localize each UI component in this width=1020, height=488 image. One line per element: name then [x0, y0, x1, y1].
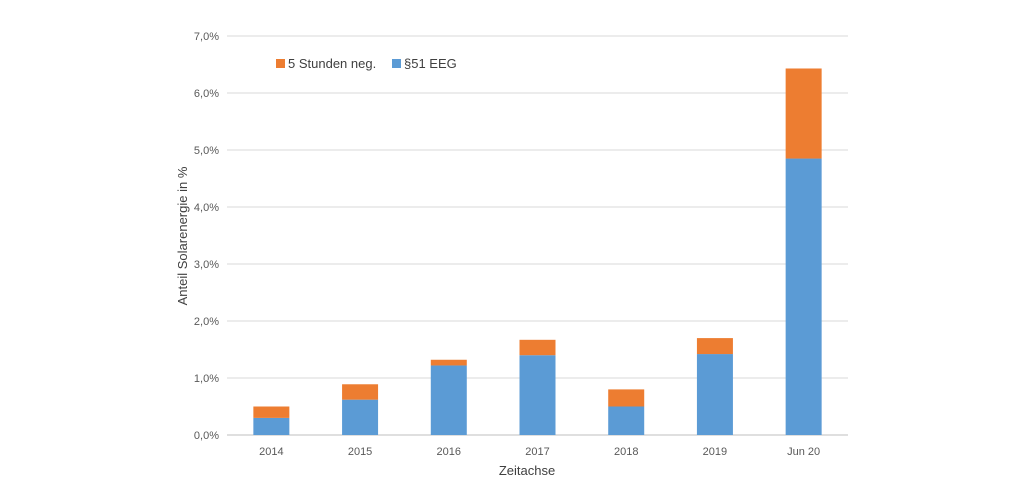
x-axis-title: Zeitachse: [499, 463, 555, 478]
legend: 5 Stunden neg. §51 EEG: [276, 56, 457, 71]
y-axis-ticks: 0,0% 1,0% 2,0% 3,0% 4,0% 5,0% 6,0% 7,0%: [194, 31, 219, 442]
legend-label-5-stunden-neg: 5 Stunden neg.: [288, 56, 376, 71]
bar-5-stunden-neg-2017: [519, 339, 556, 356]
x-axis-ticks: 2014 2015 2016 2017 2018 2019 Jun 20: [259, 446, 820, 458]
gridlines: [227, 35, 848, 436]
bar-5-stunden-neg-2018: [608, 389, 645, 407]
y-tick-label: 0,0%: [194, 430, 219, 442]
x-tick-label: 2015: [348, 446, 372, 458]
bars: [253, 68, 822, 436]
bar-51-eeg-2018: [608, 406, 645, 435]
legend-label-51-eeg: §51 EEG: [404, 56, 457, 71]
bar-51-eeg-2017: [519, 355, 556, 435]
x-tick-label: 2018: [614, 446, 638, 458]
y-tick-label: 7,0%: [194, 31, 219, 43]
bar-5-stunden-neg-jun-20: [785, 68, 822, 159]
bar-51-eeg-2015: [342, 399, 379, 435]
legend-swatch-51-eeg: [392, 59, 401, 68]
legend-swatch-5-stunden-neg: [276, 59, 285, 68]
y-tick-label: 4,0%: [194, 202, 219, 214]
bar-5-stunden-neg-2015: [342, 384, 379, 400]
x-tick-label: 2014: [259, 446, 283, 458]
x-tick-label: 2016: [437, 446, 461, 458]
y-tick-label: 6,0%: [194, 88, 219, 100]
bar-51-eeg-2014: [253, 417, 290, 435]
bar-5-stunden-neg-2016: [430, 359, 467, 366]
bar-51-eeg-2019: [696, 354, 733, 435]
bar-5-stunden-neg-2019: [696, 338, 733, 355]
bar-51-eeg-2016: [430, 365, 467, 435]
y-axis-title: Anteil Solarenergie in %: [175, 166, 190, 305]
x-tick-label: 2017: [525, 446, 549, 458]
y-tick-label: 1,0%: [194, 373, 219, 385]
y-tick-label: 5,0%: [194, 145, 219, 157]
bar-51-eeg-jun-20: [785, 158, 822, 436]
bar-5-stunden-neg-2014: [253, 406, 290, 418]
y-tick-label: 2,0%: [194, 316, 219, 328]
x-tick-label: 2019: [703, 446, 727, 458]
y-tick-label: 3,0%: [194, 259, 219, 271]
x-tick-label: Jun 20: [787, 446, 820, 458]
